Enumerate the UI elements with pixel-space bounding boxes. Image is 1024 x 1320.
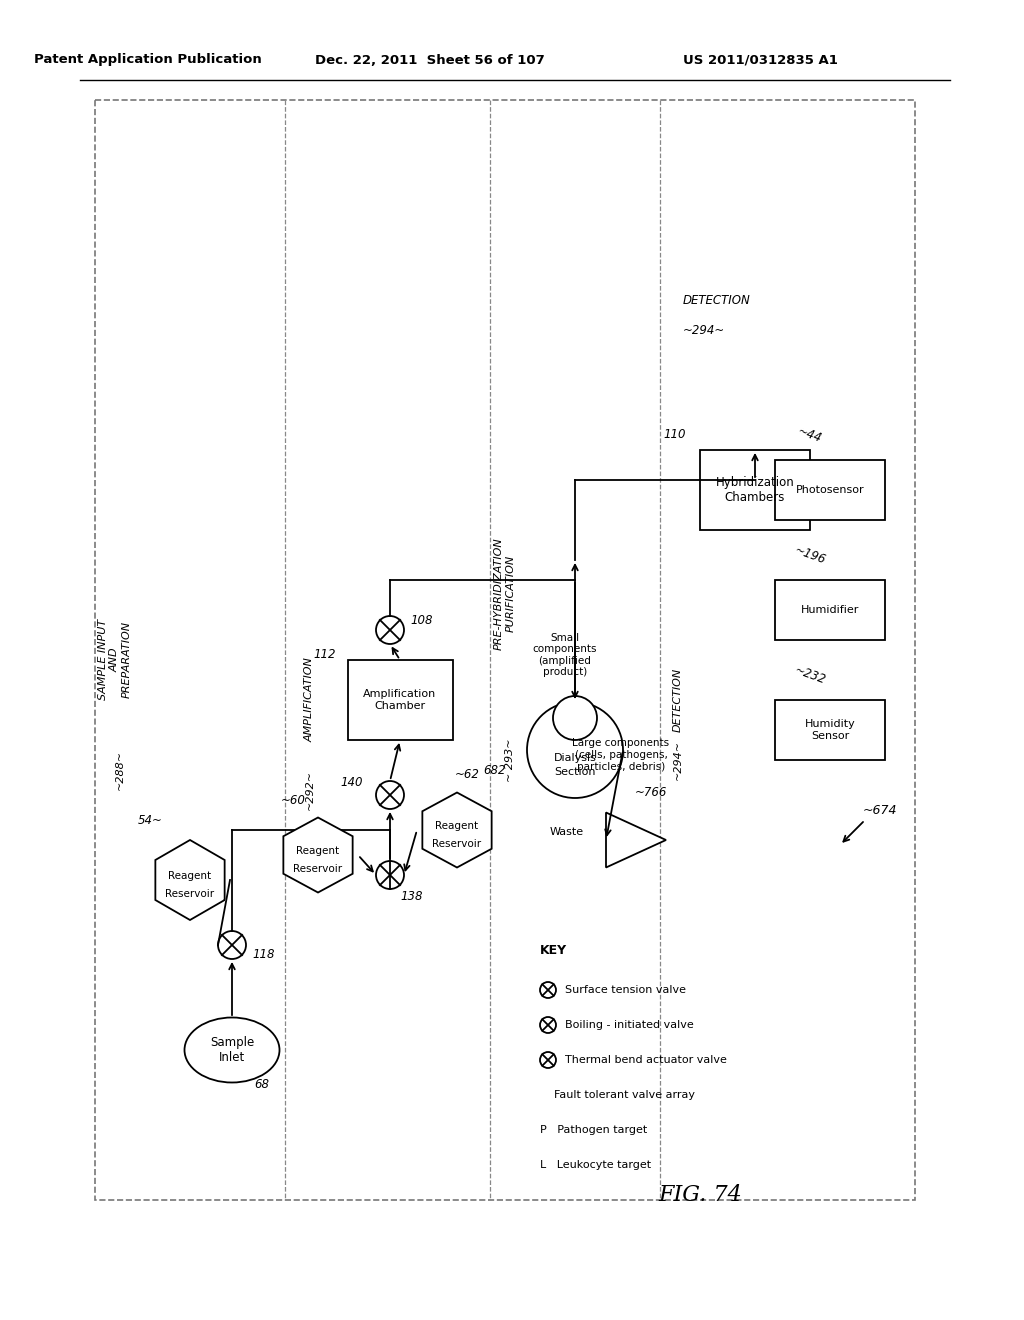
Text: Photosensor: Photosensor <box>796 484 864 495</box>
Circle shape <box>527 702 623 799</box>
Text: Waste: Waste <box>550 828 584 837</box>
FancyBboxPatch shape <box>775 459 885 520</box>
Text: Fault tolerant valve array: Fault tolerant valve array <box>540 1090 695 1100</box>
Text: 682: 682 <box>483 763 506 776</box>
Text: ~44: ~44 <box>796 425 824 445</box>
Text: DETECTION: DETECTION <box>683 293 751 306</box>
Text: DETECTION: DETECTION <box>673 668 683 733</box>
Text: 110: 110 <box>664 429 686 441</box>
Text: Reservoir: Reservoir <box>166 888 215 899</box>
Text: Small
components
(amplified
product): Small components (amplified product) <box>532 632 597 677</box>
Text: ~232: ~232 <box>793 664 827 686</box>
Text: L   Leukocyte target: L Leukocyte target <box>540 1160 651 1170</box>
Text: Dec. 22, 2011  Sheet 56 of 107: Dec. 22, 2011 Sheet 56 of 107 <box>315 54 545 66</box>
FancyBboxPatch shape <box>775 579 885 640</box>
Text: PRE-HYBRIDIZATION
PURIFICATION: PRE-HYBRIDIZATION PURIFICATION <box>495 537 516 649</box>
Text: Humidity
Sensor: Humidity Sensor <box>805 719 855 741</box>
Text: Patent Application Publication: Patent Application Publication <box>34 54 262 66</box>
Text: ~294~: ~294~ <box>673 741 683 780</box>
Text: 112: 112 <box>313 648 336 661</box>
Text: 54~: 54~ <box>137 813 163 826</box>
Text: Reagent: Reagent <box>296 846 340 855</box>
Text: 140: 140 <box>341 776 364 789</box>
Text: Surface tension valve: Surface tension valve <box>565 985 686 995</box>
Text: Amplification
Chamber: Amplification Chamber <box>364 689 436 710</box>
Text: ~766: ~766 <box>635 785 668 799</box>
Text: 68: 68 <box>255 1078 269 1092</box>
Text: 108: 108 <box>411 614 433 627</box>
Text: 118: 118 <box>253 949 275 961</box>
Polygon shape <box>422 792 492 867</box>
Text: ~62: ~62 <box>455 768 479 781</box>
Text: ~60: ~60 <box>281 793 305 807</box>
Text: Humidifier: Humidifier <box>801 605 859 615</box>
Polygon shape <box>284 817 352 892</box>
Text: Thermal bend actuator valve: Thermal bend actuator valve <box>565 1055 727 1065</box>
Polygon shape <box>156 840 224 920</box>
Text: KEY: KEY <box>540 944 567 957</box>
Text: Reservoir: Reservoir <box>432 840 481 849</box>
Text: Hybridization
Chambers: Hybridization Chambers <box>716 477 795 504</box>
Text: Reagent: Reagent <box>168 871 212 880</box>
Polygon shape <box>606 813 666 867</box>
Text: AMPLIFICATION: AMPLIFICATION <box>305 657 315 742</box>
Text: ~674: ~674 <box>863 804 897 817</box>
Text: ~ 293~: ~ 293~ <box>505 738 515 781</box>
Text: Dialysis: Dialysis <box>554 752 596 763</box>
Text: US 2011/0312835 A1: US 2011/0312835 A1 <box>683 54 838 66</box>
Text: Boiling - initiated valve: Boiling - initiated valve <box>565 1020 693 1030</box>
Text: FIG. 74: FIG. 74 <box>658 1184 741 1206</box>
Text: Sample
Inlet: Sample Inlet <box>210 1036 254 1064</box>
Text: Section: Section <box>554 767 596 777</box>
FancyBboxPatch shape <box>775 700 885 760</box>
Text: ~294~: ~294~ <box>683 323 725 337</box>
Text: P   Pathogen target: P Pathogen target <box>540 1125 647 1135</box>
Text: Reagent: Reagent <box>435 821 478 832</box>
Text: ~292~: ~292~ <box>305 770 315 810</box>
FancyBboxPatch shape <box>700 450 810 531</box>
Text: ~288~: ~288~ <box>115 750 125 791</box>
FancyBboxPatch shape <box>95 100 915 1200</box>
Text: ~196: ~196 <box>793 544 827 566</box>
Ellipse shape <box>184 1018 280 1082</box>
FancyBboxPatch shape <box>347 660 453 741</box>
Text: SAMPLE INPUT
AND
PREPARATION: SAMPLE INPUT AND PREPARATION <box>98 619 132 700</box>
Circle shape <box>553 696 597 741</box>
Text: Reservoir: Reservoir <box>294 865 343 874</box>
Text: 138: 138 <box>400 891 423 903</box>
Text: Large components
(cells, pathogens,
particles, debris): Large components (cells, pathogens, part… <box>572 738 670 772</box>
